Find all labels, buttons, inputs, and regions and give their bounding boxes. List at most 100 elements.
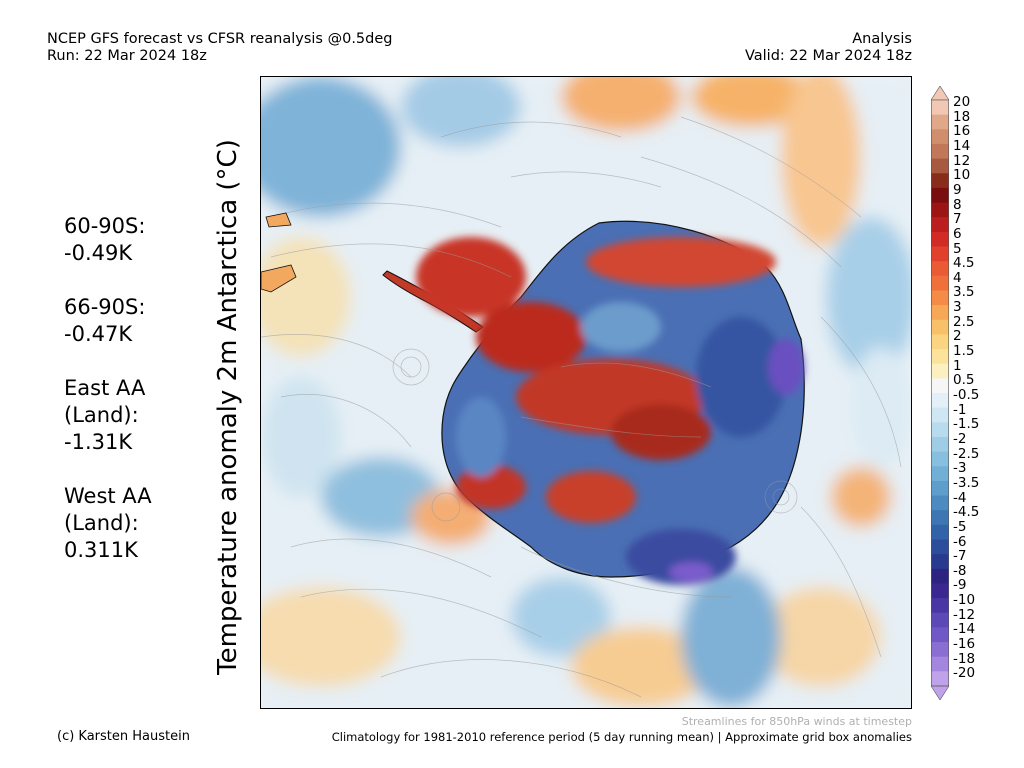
colorbar-tick-label: 6 [953, 225, 962, 242]
colorbar-tick-label: 3.5 [953, 284, 975, 301]
colorbar-swatch [931, 173, 949, 189]
colorbar-tick-label: -3 [953, 460, 967, 477]
stat-line: -1.31K [64, 430, 133, 454]
colorbar-tick-label: -14 [953, 621, 976, 638]
stat-east-aa: East AA (Land): -1.31K [64, 375, 152, 456]
colorbar-swatch [931, 583, 949, 599]
colorbar-swatch [931, 436, 949, 453]
climatology-note: Climatology for 1981-2010 reference peri… [331, 730, 912, 744]
colorbar-tick-label: -0.5 [953, 387, 980, 403]
colorbar-swatch [931, 261, 949, 277]
colorbar-tick-label: 7 [953, 211, 962, 228]
colorbar-top-arrow [931, 86, 949, 101]
colorbar-swatch [931, 143, 949, 160]
colorbar-swatch [931, 319, 949, 335]
colorbar [931, 86, 949, 700]
colorbar-swatch [931, 671, 949, 687]
colorbar-swatch [931, 466, 949, 482]
credit: (c) Karsten Haustein [57, 729, 190, 744]
colorbar-swatch [931, 129, 949, 145]
colorbar-swatch [931, 363, 949, 379]
stat-line: (Land): [64, 403, 139, 427]
colorbar-swatch [931, 510, 949, 526]
colorbar-tick-label: 2.5 [953, 313, 975, 330]
anomaly-map[interactable] [260, 76, 912, 709]
colorbar-swatch [931, 305, 949, 321]
colorbar-swatch [931, 568, 949, 584]
colorbar-tick-label: 12 [953, 152, 971, 169]
colorbar-tick-label: 20 [953, 94, 971, 110]
streamline-note: Streamlines for 850hPa winds at timestep [681, 715, 912, 728]
anomaly-field [261, 77, 911, 708]
stat-west-aa: West AA (Land): 0.311K [64, 483, 152, 564]
wind-streamlines [261, 116, 902, 698]
colorbar-tick-label: -20 [953, 665, 976, 682]
colorbar-swatch [931, 422, 949, 438]
colorbar-swatch [931, 114, 949, 130]
colorbar-swatch [931, 598, 949, 614]
colorbar-tick-label: 3 [953, 299, 962, 316]
colorbar-tick-label: -1 [953, 401, 967, 418]
colorbar-swatch [931, 612, 949, 628]
colorbar-swatch [931, 217, 949, 233]
stat-line: 66-90S: [64, 295, 146, 319]
colorbar-swatch [931, 642, 949, 658]
colorbar-swatch [931, 656, 949, 672]
colorbar-tick-label: -8 [953, 562, 967, 579]
region-stats: 60-90S: -0.49K 66-90S: -0.47K East AA (L… [64, 213, 152, 591]
colorbar-swatch [931, 407, 949, 423]
colorbar-swatch [931, 231, 949, 247]
colorbar-swatch [931, 539, 949, 555]
analysis-label: Analysis [852, 31, 912, 47]
colorbar-tick-label: -9 [953, 577, 967, 594]
colorbar-swatch [931, 451, 949, 467]
header-right: Analysis Valid: 22 Mar 2024 18z [745, 31, 912, 65]
colorbar-swatch [931, 524, 949, 540]
stat-66-90s: 66-90S: -0.47K [64, 294, 152, 348]
colorbar-tick-label: -12 [953, 606, 976, 623]
colorbar-tick-label: -18 [953, 650, 976, 667]
stat-line: -0.47K [64, 322, 133, 346]
run-time: Run: 22 Mar 2024 18z [47, 48, 207, 64]
colorbar-tick-label: 10 [953, 167, 971, 184]
colorbar-swatch [931, 495, 949, 511]
valid-time: Valid: 22 Mar 2024 18z [744, 48, 912, 64]
colorbar-tick-label: 1 [953, 357, 962, 374]
colorbar-swatch [931, 393, 949, 409]
stat-60-90s: 60-90S: -0.49K [64, 213, 152, 267]
colorbar-tick-label: -7 [953, 548, 967, 565]
stat-line: East AA [64, 376, 146, 400]
colorbar-tick-label: -6 [953, 533, 967, 550]
land-anomaly-patches [416, 237, 804, 585]
header-left: NCEP GFS forecast vs CFSR reanalysis @0.… [47, 31, 392, 65]
colorbar-swatch [931, 554, 949, 570]
colorbar-tick-label: 14 [953, 137, 971, 154]
colorbar-tick-label: -5 [953, 518, 967, 535]
colorbar-tick-label: 1.5 [953, 343, 975, 360]
colorbar-tick-label: 5 [953, 240, 962, 257]
colorbar-swatch [931, 246, 949, 262]
colorbar-swatch [931, 275, 949, 291]
colorbar-tick-label: 8 [953, 196, 962, 213]
stat-line: 60-90S: [64, 214, 146, 238]
colorbar-swatch [931, 187, 949, 204]
map-variable-label: Temperature anomaly 2m Antarctica (°C) [213, 139, 243, 675]
colorbar-tick-label: -2 [953, 430, 967, 447]
colorbar-tick-label: 16 [953, 123, 971, 140]
colorbar-bottom-arrow [931, 685, 949, 700]
colorbar-tick-label: 4 [953, 269, 962, 286]
stat-line: West AA [64, 484, 152, 508]
colorbar-tick-label: -4.5 [953, 504, 980, 521]
colorbar-tick-label: -10 [953, 592, 976, 609]
colorbar-tick-label: -4 [953, 489, 967, 506]
model-title: NCEP GFS forecast vs CFSR reanalysis @0.… [47, 31, 393, 47]
colorbar-tick-label: 18 [953, 108, 971, 125]
colorbar-tick-label: -1.5 [953, 416, 980, 433]
colorbar-swatch [931, 100, 949, 116]
colorbar-tick-label: -16 [953, 636, 976, 653]
colorbar-swatch [931, 290, 949, 306]
stat-line: -0.49K [64, 241, 133, 265]
colorbar-swatch [931, 158, 949, 174]
colorbar-tick-label: -3.5 [953, 474, 980, 491]
colorbar-swatch [931, 480, 949, 497]
